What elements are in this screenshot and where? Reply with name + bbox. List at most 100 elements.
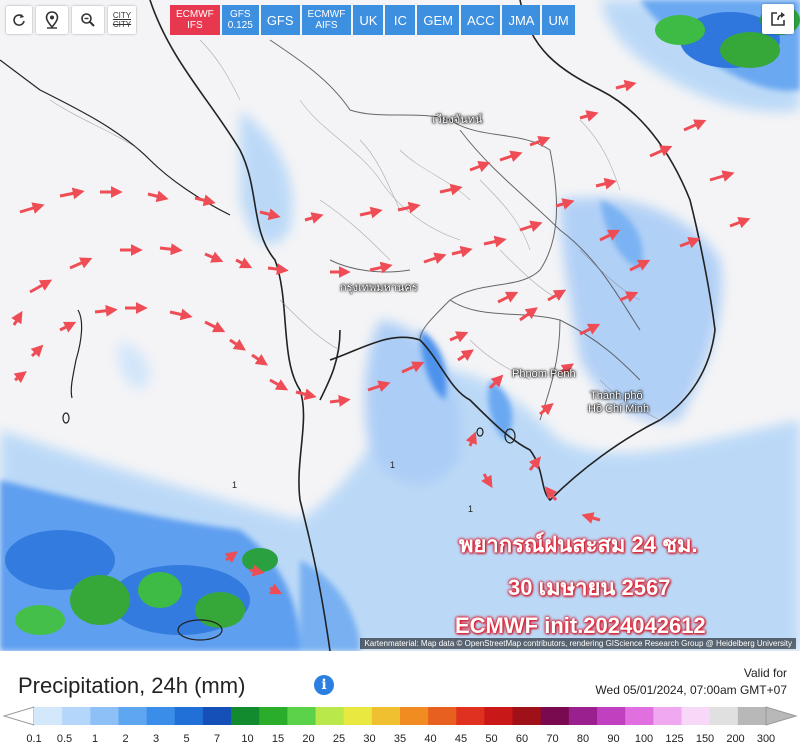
scale-tick-label: 70 [546, 733, 559, 745]
city-toggle-button[interactable]: CITY CITY [108, 6, 136, 34]
scale-swatch [400, 707, 429, 725]
model-sublabel: IFS [187, 20, 203, 31]
scale-swatch [62, 707, 91, 725]
model-button-8[interactable]: JMA [502, 5, 541, 35]
scale-min-arrow [2, 706, 35, 726]
coastlines [0, 0, 716, 651]
model-button-0[interactable]: ECMWF IFS [170, 5, 220, 35]
svg-text:1: 1 [232, 480, 237, 490]
city-label-vientiane: เวียงจันทน์ [432, 114, 483, 126]
model-button-5[interactable]: IC [385, 5, 416, 35]
precipitation-map: 1 1 1 [0, 0, 800, 651]
refresh-button[interactable] [6, 6, 32, 34]
contour-labels: 1 1 1 [232, 460, 473, 514]
scale-tick-label: 7 [213, 733, 221, 745]
islands [62, 309, 516, 641]
scale-swatch [512, 707, 542, 725]
scale-tick-label: 0.5 [56, 733, 73, 745]
scale-tick-label: 300 [756, 733, 776, 745]
location-pin-icon [45, 11, 59, 29]
wind-arrows [11, 79, 751, 595]
scale-swatch [259, 707, 288, 725]
scale-tick-label: 10 [241, 733, 254, 745]
refresh-icon [13, 14, 25, 26]
city-toggle-label: CITY [112, 11, 132, 20]
model-label: GFS [266, 12, 294, 28]
zoom-out-button[interactable] [72, 6, 104, 34]
scale-swatch [343, 707, 373, 725]
model-label: GFS [230, 9, 251, 20]
scale-tick-label: 2 [122, 733, 129, 745]
scale-tick-label: 15 [271, 733, 285, 745]
model-button-7[interactable]: ACC [461, 5, 501, 35]
color-scale [2, 706, 798, 726]
scale-swatch [653, 707, 683, 725]
scale-swatch [709, 707, 739, 725]
scale-tick-label: 200 [726, 733, 745, 745]
model-button-1[interactable]: GFS 0.125 [221, 5, 259, 35]
model-label: UM [548, 12, 569, 28]
forecast-date-overlay: 30 เมษายน 2567 [508, 575, 671, 600]
scale-swatch [597, 707, 626, 725]
map-view[interactable]: 1 1 1 เวียงจันทน์ กรุงเทพมหานคร Phnom Penh… [0, 0, 800, 651]
legend-title: Precipitation, 24h (mm) [18, 673, 246, 698]
model-button-9[interactable]: UM [542, 5, 575, 35]
scale-tick-label: 100 [634, 733, 654, 745]
scale-swatch [456, 707, 485, 725]
model-button-6[interactable]: GEM [417, 5, 460, 35]
model-label: ACC [467, 12, 495, 28]
scale-tick-label: 35 [393, 733, 407, 745]
scale-swatch [315, 707, 345, 725]
model-label: IC [393, 12, 407, 28]
valid-time: Wed 05/01/2024, 07:00am GMT+07 [595, 683, 787, 697]
scale-tick-label: 80 [576, 733, 590, 745]
scale-swatch [737, 707, 767, 725]
model-label: UK [359, 12, 378, 28]
scale-tick-label: 0.1 [26, 733, 42, 745]
model-label: JMA [508, 12, 535, 28]
scale-swatch [568, 707, 598, 725]
scale-tick-label: 50 [485, 733, 498, 745]
forecast-init-overlay: ECMWF init.2024042612 [455, 613, 706, 638]
scale-tick-label: 90 [607, 733, 620, 745]
city-label-bangkok: กรุงเทพมหานคร [340, 282, 418, 294]
city-label-ho-chi-minh-line1: Thành phố [590, 390, 643, 402]
scale-tick-label: 30 [363, 733, 376, 745]
model-label: GEM [423, 12, 454, 28]
model-button-4[interactable]: UK [353, 5, 384, 35]
model-selector: ECMWF IFS GFS 0.125 GFS ECMWF AIFS UK IC GEM ACC JM… [170, 5, 575, 35]
precip-heavy-areas [5, 5, 800, 635]
scale-tick-label: 25 [332, 733, 346, 745]
scale-swatch [231, 707, 260, 725]
scale-swatch [371, 707, 401, 725]
valid-for-label: Valid for [743, 666, 787, 680]
scale-tick-label: 40 [424, 733, 437, 745]
model-label: ECMWF [307, 9, 346, 20]
scale-swatch [90, 707, 119, 725]
scale-swatch [681, 707, 711, 725]
scale-tick-label: 20 [302, 733, 315, 745]
forecast-title-overlay: พยากรณ์ฝนสะสม 24 ชม. [459, 532, 698, 557]
share-button[interactable] [762, 4, 794, 34]
model-sublabel: 0.125 [227, 20, 253, 31]
svg-text:1: 1 [390, 460, 395, 470]
legend-panel: Precipitation, 24h (mm) i Valid for Wed … [0, 651, 800, 749]
scale-tick-label: 150 [695, 733, 715, 745]
model-sublabel: AIFS [315, 20, 338, 31]
model-button-3[interactable]: ECMWF AIFS [301, 5, 352, 35]
scale-swatch [428, 707, 457, 725]
location-button[interactable] [36, 6, 68, 34]
info-icon[interactable]: i [314, 675, 334, 695]
scale-swatch [34, 707, 63, 725]
scale-swatch [118, 707, 148, 725]
model-button-2[interactable]: GFS [260, 5, 300, 35]
scale-tick-label: 5 [183, 733, 190, 745]
scale-tick-label: 125 [665, 733, 684, 745]
scale-tick-label: 45 [454, 733, 468, 745]
scale-tick-label: 3 [152, 733, 160, 745]
scale-max-arrow [765, 706, 798, 726]
scale-tick-label: 1 [91, 733, 99, 745]
city-toggle-strike-label: CITY [112, 20, 132, 29]
city-label-ho-chi-minh-line2: Hồ Chí Minh [588, 403, 650, 415]
scale-swatch [287, 707, 317, 725]
